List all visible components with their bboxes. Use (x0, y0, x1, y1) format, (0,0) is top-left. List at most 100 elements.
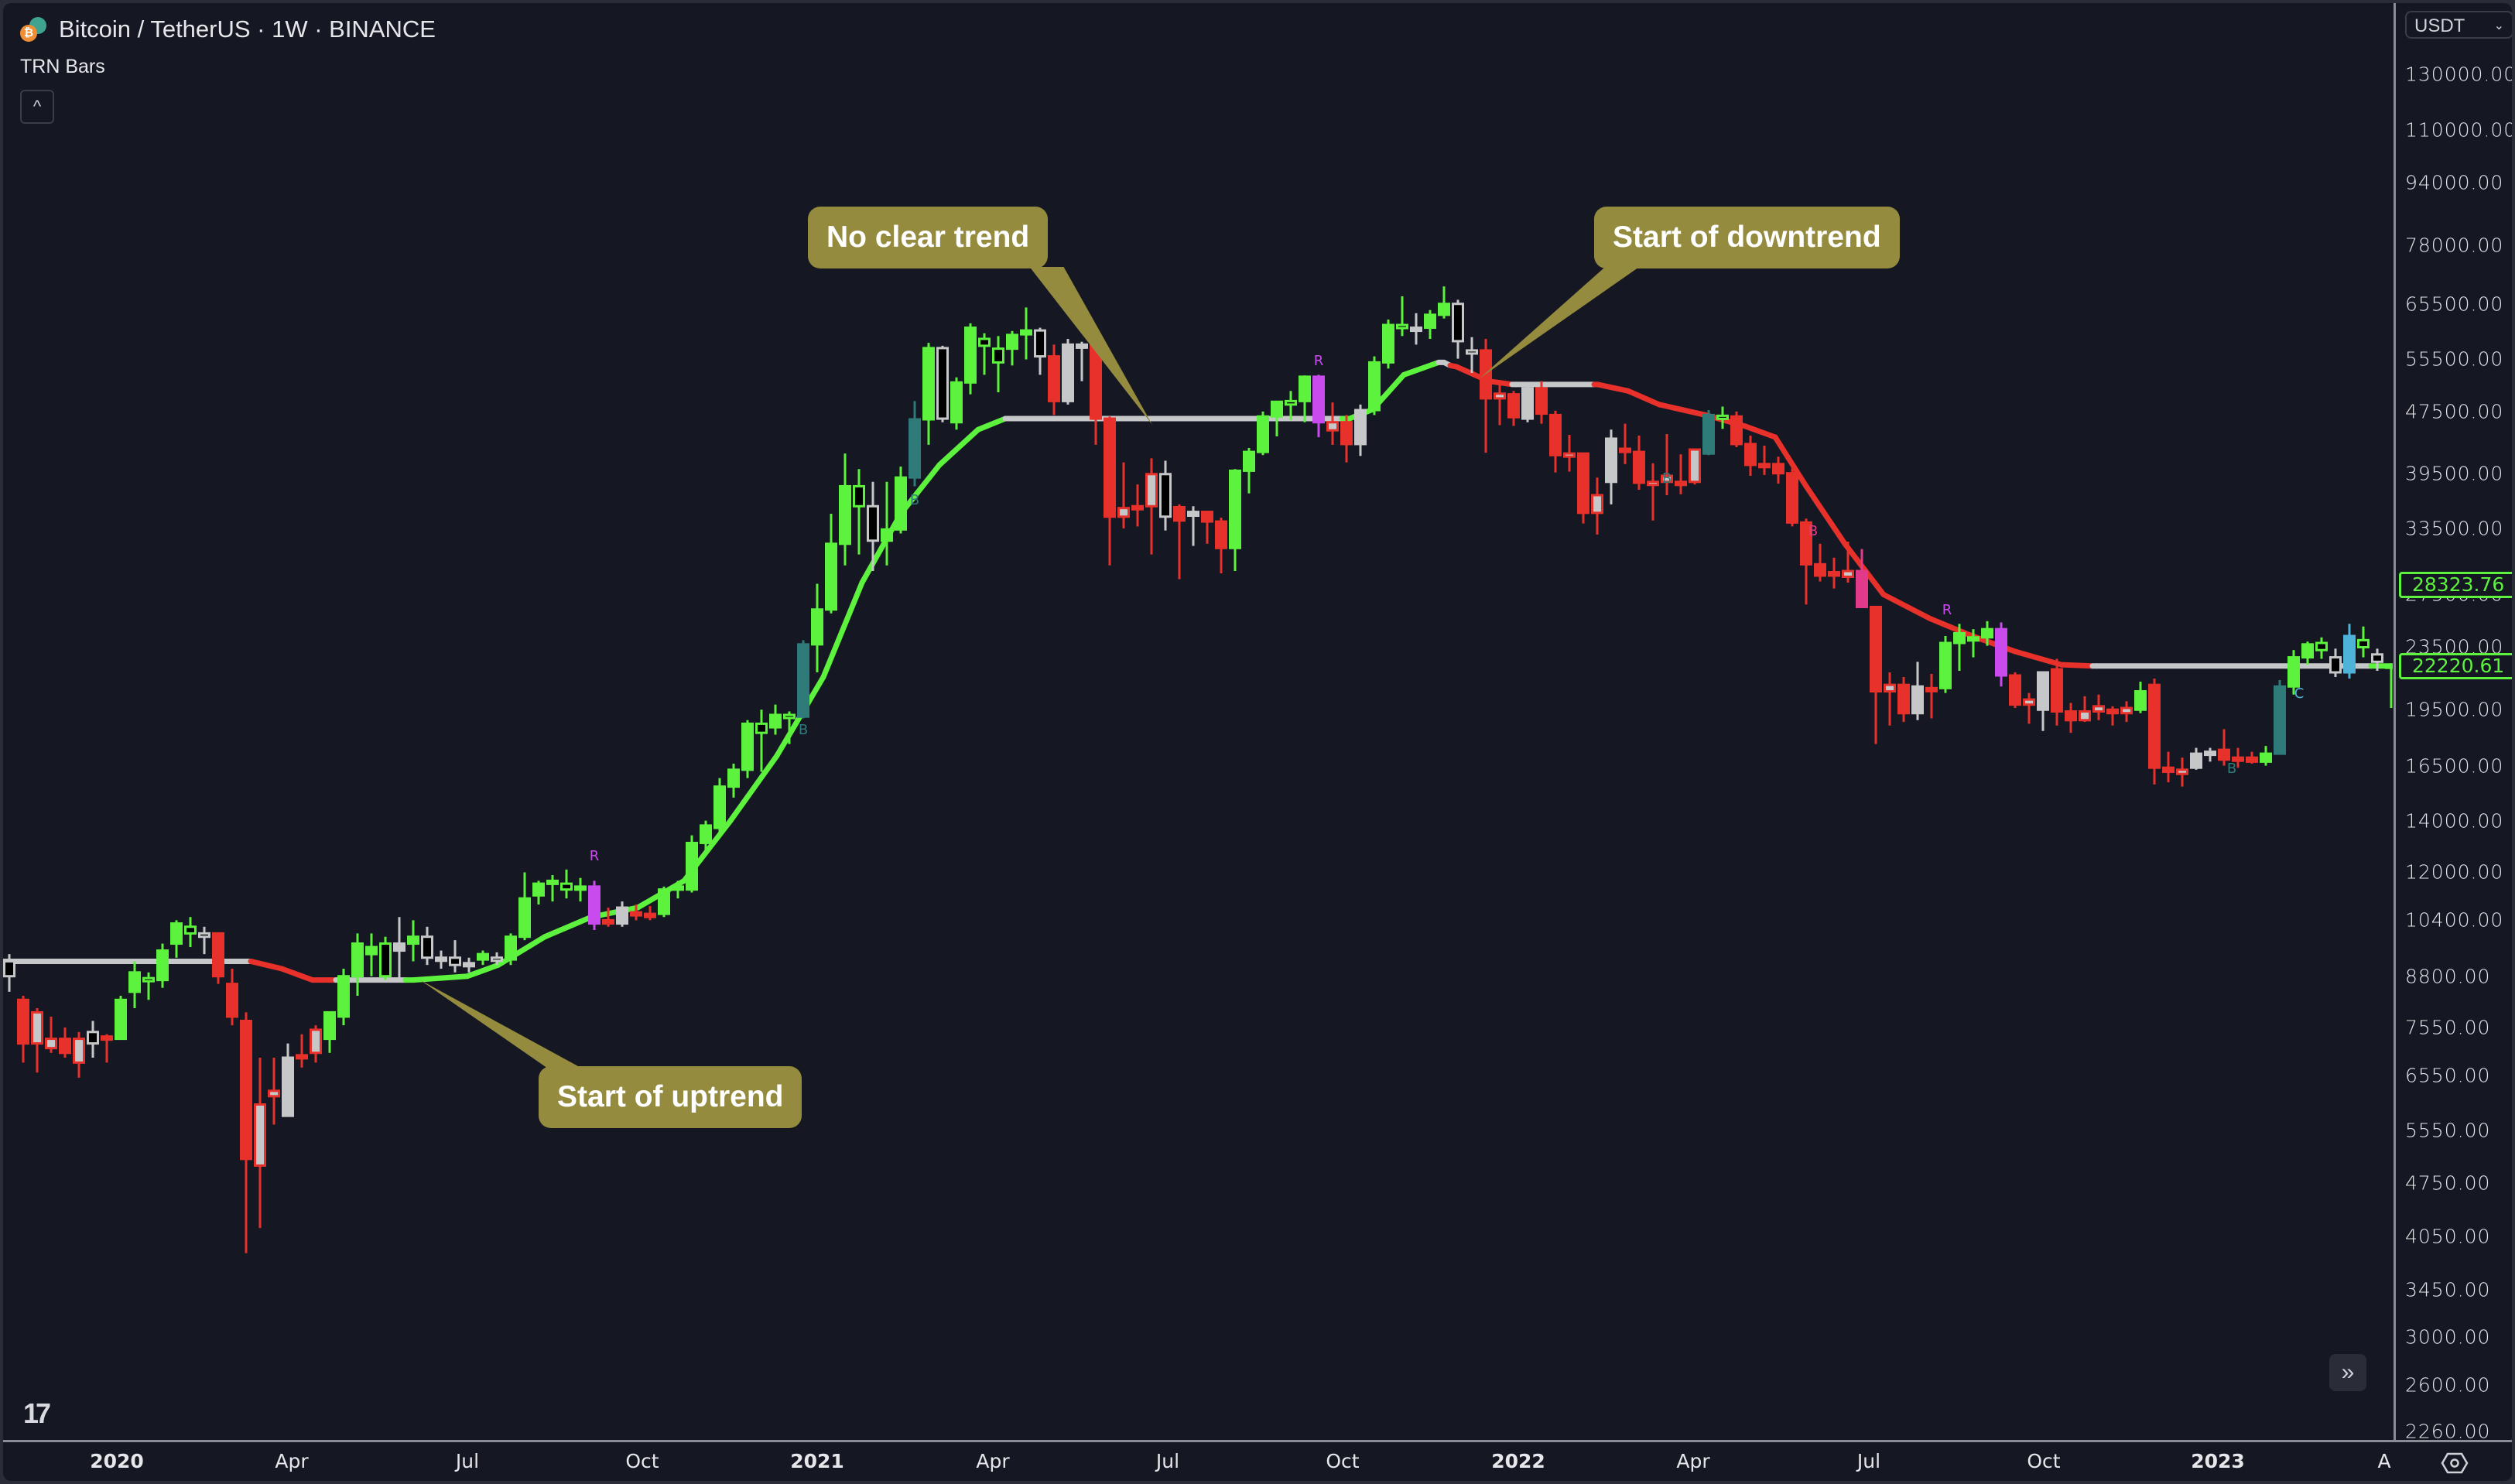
collapse-indicators-button[interactable]: ^ (20, 90, 54, 124)
candle (31, 1007, 43, 1073)
trend-line-segment (1625, 388, 1662, 408)
candle (588, 880, 601, 931)
candle (1034, 327, 1046, 375)
candle (1340, 415, 1353, 463)
price-tick: 14000.00 (2405, 809, 2504, 833)
candle (2037, 671, 2049, 731)
trend-line-segment (2058, 662, 2096, 669)
chart-pane[interactable]: R B B R B B R B C ₿ Bitcoin / TetherUS · 1W · BI… (3, 3, 2393, 1440)
candle (1090, 336, 1102, 445)
candle (825, 514, 837, 614)
candle (296, 1034, 308, 1068)
chevron-down-icon: ⌄ (2493, 19, 2504, 32)
candle (2051, 658, 2063, 726)
candle (658, 886, 670, 918)
candle (2092, 694, 2105, 720)
candle (574, 877, 587, 902)
candle (1563, 435, 1576, 472)
time-label: Jul (1856, 1450, 1881, 1472)
signal-marker: C (2294, 686, 2305, 702)
symbol-icons: ₿ (19, 14, 51, 45)
candle (1647, 463, 1659, 521)
annotation-callout[interactable]: No clear trend (808, 207, 1049, 268)
candle (1995, 622, 2007, 687)
trend-line-segment (542, 914, 594, 940)
candle (449, 940, 461, 973)
candle (1201, 511, 1213, 544)
candle (1145, 458, 1158, 555)
candlestick-chart[interactable]: R B B R B B R B C (3, 3, 2393, 1440)
candle (1549, 410, 1562, 473)
candle (268, 1058, 280, 1125)
trend-line-segment (464, 962, 501, 980)
price-axis[interactable]: USDT ⌄ 130000.00 110000.00 94000.00 78000.0… (2394, 3, 2512, 1443)
candle (1368, 356, 1381, 415)
callout-pointer (1480, 267, 1640, 378)
candle (1076, 341, 1088, 381)
candle (45, 1016, 57, 1053)
time-label: 2023 (2191, 1450, 2245, 1472)
candle (1897, 676, 1910, 723)
candle (212, 932, 224, 984)
candle (463, 957, 475, 973)
candle (1424, 309, 1436, 339)
candle (1939, 635, 1952, 693)
indicator-label[interactable]: TRN Bars (20, 56, 105, 77)
signal-marker: B (1662, 470, 1672, 487)
candle (853, 469, 865, 555)
price-tick: 5550.00 (2405, 1119, 2491, 1142)
candle (881, 481, 893, 566)
candle (421, 926, 433, 966)
candle (1396, 296, 1408, 337)
candle (1410, 313, 1422, 345)
trend-line-segment (820, 580, 865, 680)
price-tick: 3450.00 (2405, 1278, 2491, 1301)
time-label: A (2377, 1450, 2391, 1472)
candle (59, 1028, 71, 1058)
signal-marker: B (2227, 761, 2236, 777)
candle (532, 880, 545, 905)
candle (1354, 404, 1367, 456)
candle (156, 943, 169, 988)
candle (2009, 672, 2021, 709)
candle (1870, 605, 1882, 744)
candle (1814, 543, 1826, 582)
signal-marker: B (910, 492, 919, 508)
candle (226, 968, 238, 1026)
scroll-to-realtime-button[interactable]: » (2329, 1354, 2366, 1391)
tradingview-logo[interactable]: 17 (23, 1397, 51, 1429)
price-tick: 7550.00 (2405, 1016, 2491, 1039)
candle (1382, 320, 1394, 369)
candle (2315, 637, 2328, 659)
callout-pointer (1029, 267, 1152, 425)
candle (1159, 460, 1172, 531)
price-tick: 4050.00 (2405, 1225, 2491, 1248)
currency-selector[interactable]: USDT ⌄ (2405, 11, 2512, 39)
double-chevron-right-icon: » (2341, 1359, 2355, 1385)
candle (686, 835, 698, 893)
candle (2065, 703, 2077, 733)
annotation-callout[interactable]: Start of uptrend (539, 1066, 802, 1128)
candle (602, 908, 614, 927)
candle (2120, 701, 2133, 723)
candle (337, 968, 350, 1026)
symbol-title[interactable]: Bitcoin / TetherUS · 1W · BINANCE (59, 15, 436, 43)
time-label: 2022 (1491, 1450, 1545, 1472)
candle (1006, 330, 1018, 366)
candle (379, 936, 392, 980)
candle (2301, 641, 2314, 665)
candle (811, 583, 823, 672)
candle (1605, 429, 1617, 504)
candle (1020, 307, 1032, 360)
candle (839, 453, 851, 566)
settings-icon[interactable] (2441, 1452, 2469, 1475)
candle (1173, 504, 1186, 580)
annotation-callout[interactable]: Start of downtrend (1594, 207, 1900, 268)
candle (505, 933, 517, 966)
time-label: 2021 (790, 1450, 844, 1472)
time-axis[interactable]: 2020 Apr Jul Oct 2021 Apr Jul Oct 2022 Apr Jul Oct 2… (3, 1440, 2512, 1481)
price-tick: 78000.00 (2405, 234, 2504, 257)
price-tick: 130000.00 (2405, 63, 2512, 86)
candle (240, 1012, 252, 1253)
candle (2232, 747, 2244, 768)
